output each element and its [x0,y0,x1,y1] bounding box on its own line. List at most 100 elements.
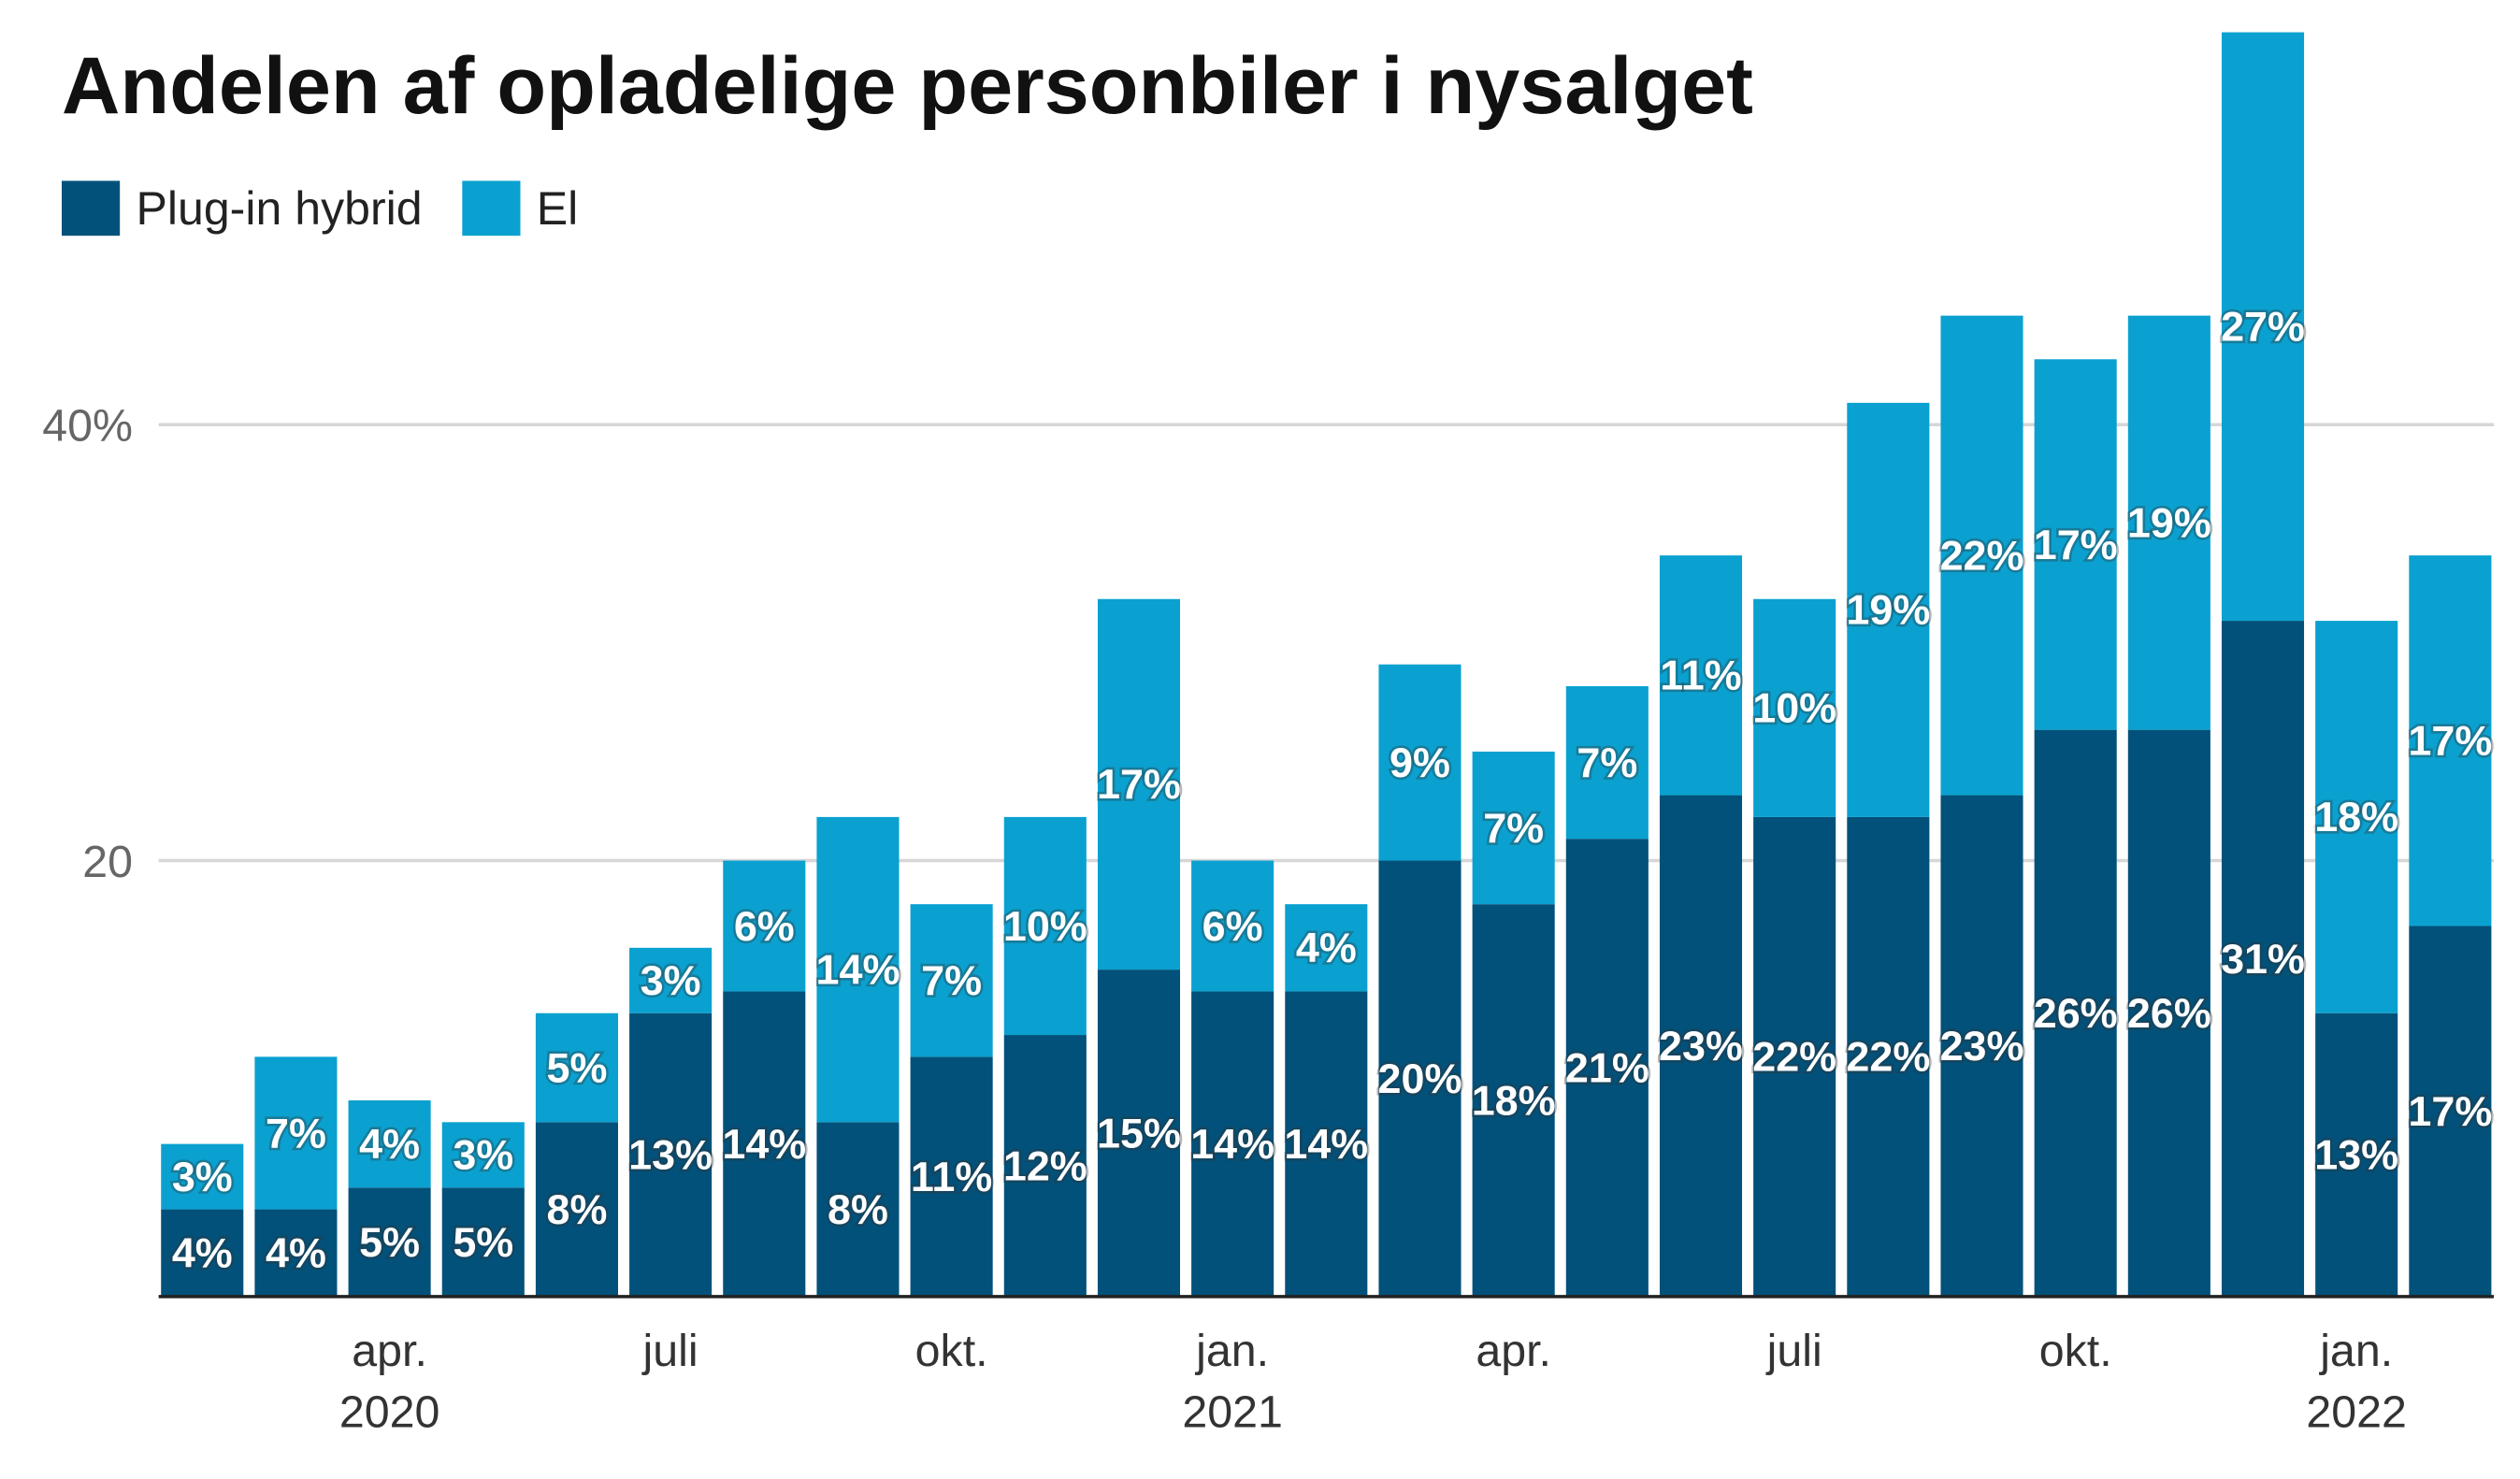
bar-plug-in-hybrid [1378,860,1462,1297]
data-label: 17% [1097,760,1181,808]
data-label: 18% [1472,1076,1556,1124]
x-tick-label: jan. [2318,1326,2393,1376]
x-tick-label: juli [1765,1326,1822,1376]
bar-el [161,1143,244,1210]
data-label: 7% [1577,739,1637,786]
bar-plug-in-hybrid [629,1012,713,1297]
data-label: 26% [2127,989,2211,1037]
bar-plug-in-hybrid [348,1187,431,1297]
data-label: 10% [1752,684,1836,732]
bar-el [2034,359,2117,730]
data-label: 22% [1940,531,2024,579]
bar-el [348,1100,431,1188]
bar-el [1191,860,1274,992]
data-label: 26% [2034,989,2118,1037]
x-tick-label: okt. [2039,1326,2112,1376]
bar-plug-in-hybrid [1003,1035,1087,1297]
data-label: 14% [1190,1120,1274,1168]
data-label: 14% [1284,1120,1368,1168]
data-label: 6% [1202,902,1263,950]
bar-plug-in-hybrid [161,1209,244,1297]
data-label: 15% [1097,1109,1181,1156]
data-label: 8% [828,1185,888,1233]
bar-plug-in-hybrid [1847,816,1930,1297]
data-label: 14% [816,945,900,993]
bar-el [1378,664,1462,861]
legend-label-el: El [537,182,579,235]
bar-el [1003,816,1087,1036]
x-tick-label: okt. [915,1326,988,1376]
bar-el [2221,32,2305,622]
data-label: 17% [2034,521,2118,568]
x-tick-year: 2021 [1182,1387,1283,1438]
bar-plug-in-hybrid [816,1122,900,1297]
x-tick-year: 2020 [339,1387,440,1438]
legend-label-plug-in-hybrid: Plug-in hybrid [136,182,422,235]
y-tick-label: 20 [82,837,133,887]
data-label: 5% [359,1218,420,1266]
data-label: 5% [547,1043,608,1091]
bar-el [2315,621,2398,1013]
data-label: 23% [1659,1022,1743,1070]
x-tick-label: apr. [1476,1326,1551,1376]
data-label: 10% [1003,902,1087,950]
data-label: 4% [1296,924,1357,971]
data-label: 3% [641,956,701,1004]
x-tick-label: jan. [1194,1326,1269,1376]
data-label: 9% [1390,739,1450,786]
bar-el [441,1122,525,1188]
bar-el [910,904,993,1057]
bar-plug-in-hybrid [254,1209,338,1297]
data-label: 18% [2314,793,2398,840]
bars [161,32,2492,1297]
data-label: 11% [911,1153,992,1200]
chart-title: Andelen af opladelige personbiler i nysa… [62,41,1753,131]
data-label: 23% [1940,1022,2024,1070]
bar-plug-in-hybrid [2221,621,2305,1297]
data-label: 4% [172,1229,233,1277]
legend-swatch-el [462,180,521,237]
bar-el [1753,598,1836,817]
data-label: 13% [2314,1131,2398,1179]
bar-plug-in-hybrid [1191,991,1274,1297]
bar-el [2127,315,2210,730]
bar-plug-in-hybrid [1285,991,1368,1297]
bar-plug-in-hybrid [2315,1012,2398,1297]
bar-el [816,816,900,1123]
bar-el [1847,402,1930,817]
bar-plug-in-hybrid [2409,926,2492,1297]
gridlines: 20 40% [42,400,2494,887]
bar-el [1097,598,1181,970]
bar-plug-in-hybrid [1940,795,2023,1297]
bar-plug-in-hybrid [1659,795,1743,1297]
bar-el [1565,686,1649,840]
x-tick-label: juli [641,1326,698,1376]
bar-plug-in-hybrid [1097,969,1181,1297]
data-label: 19% [1846,586,1930,634]
bar-plug-in-hybrid [441,1187,525,1297]
y-tick-label: 40% [42,400,133,451]
bar-plug-in-hybrid [1753,816,1836,1297]
bar-el [723,860,806,992]
x-axis: apr. 2020 juli okt. jan. 2021 apr. juli okt. jan.… [339,1326,2407,1438]
x-tick-year: 2022 [2306,1387,2407,1438]
bar-el [1940,315,2023,796]
bar-el [1659,555,1743,796]
data-label: 27% [2221,303,2305,351]
bar-plug-in-hybrid [1565,839,1649,1297]
data-label: 11% [1660,652,1741,699]
bar-el [535,1012,618,1123]
data-label: 5% [453,1218,513,1266]
legend: Plug-in hybrid El [62,180,579,237]
bar-el [629,947,713,1013]
data-label: 3% [172,1153,233,1200]
data-label: 3% [453,1131,513,1179]
data-label: 20% [1378,1055,1462,1102]
data-label: 4% [266,1229,326,1277]
data-label: 4% [359,1120,420,1168]
bar-el [254,1056,338,1210]
data-label: 7% [1483,804,1544,852]
data-label: 8% [547,1185,608,1233]
bar-plug-in-hybrid [1472,904,1555,1297]
